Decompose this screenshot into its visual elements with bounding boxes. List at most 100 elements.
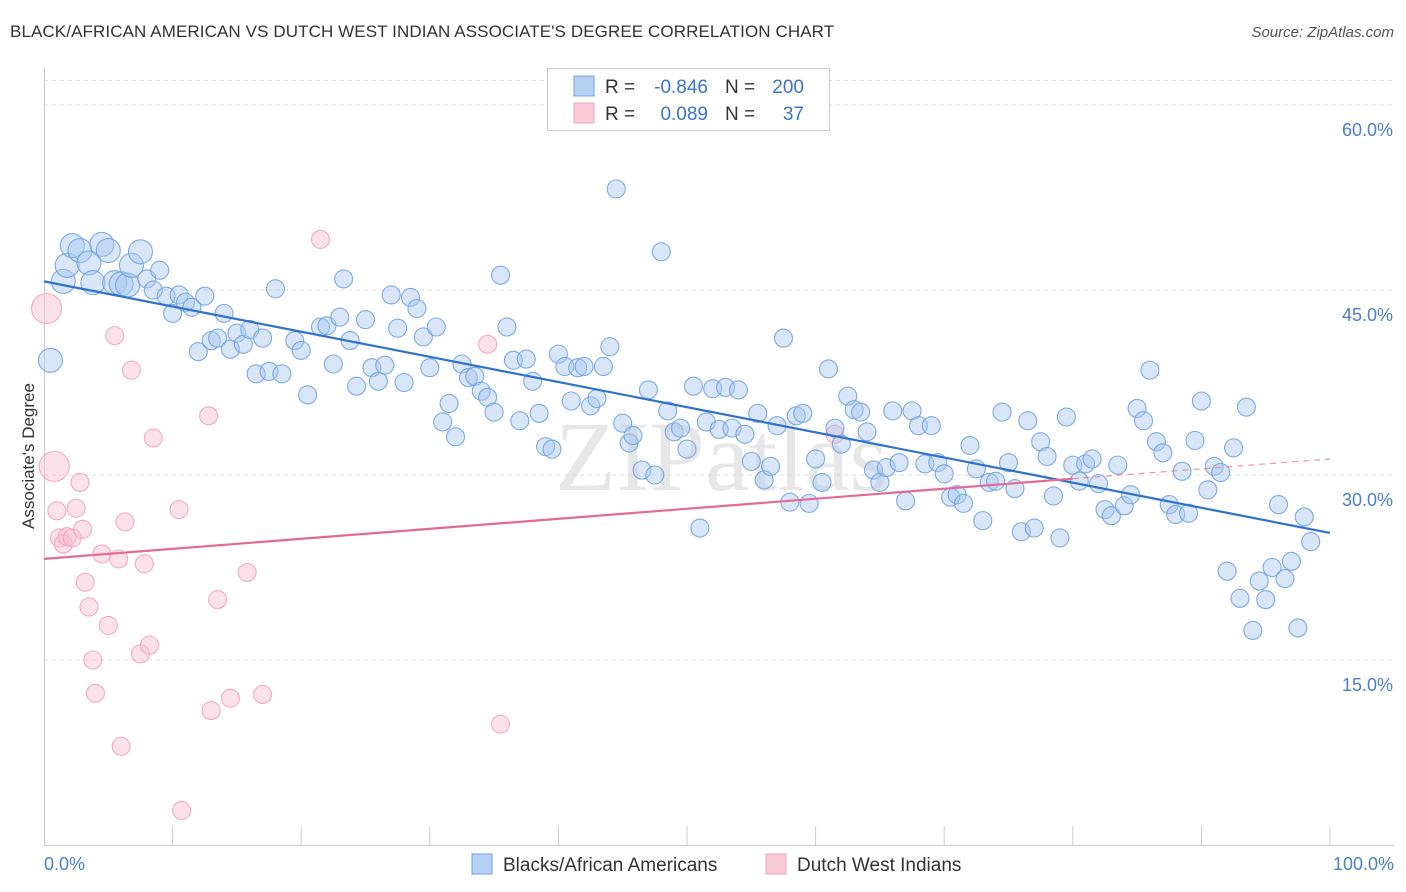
legend-r-value-blue: -0.846: [654, 77, 708, 98]
blue-point: [1224, 438, 1244, 458]
blue-point: [346, 376, 367, 396]
blue-point: [896, 491, 916, 511]
blue-point: [175, 292, 196, 312]
pink-point: [490, 714, 511, 734]
blue-point: [992, 402, 1012, 422]
blue-point: [1191, 391, 1211, 411]
blue-point: [439, 393, 459, 414]
blue-point: [394, 372, 414, 393]
blue-point: [150, 260, 170, 280]
blue-point: [195, 286, 215, 306]
pink-point: [115, 512, 135, 532]
blue-point: [561, 391, 581, 411]
blue-point: [95, 237, 121, 264]
blue-point: [1185, 430, 1205, 451]
series-legend: Blacks/African Americans Dutch West Indi…: [471, 853, 961, 876]
blue-point: [1288, 618, 1308, 638]
blue-point: [1133, 411, 1154, 431]
blue-point: [253, 328, 273, 348]
blue-point: [889, 453, 909, 473]
pink-point: [220, 688, 241, 708]
blue-point: [623, 425, 643, 446]
blue-point: [921, 416, 941, 436]
blue-point: [1230, 588, 1250, 608]
blue-point: [420, 358, 440, 378]
blue-point: [580, 396, 601, 416]
pink-point: [98, 615, 118, 636]
y-axis-title: Associate's Degree: [19, 383, 38, 529]
blue-point: [265, 279, 286, 299]
series-legend-label-blue: Blacks/African Americans: [503, 855, 717, 876]
legend-n-label-blue: N =: [725, 77, 755, 98]
blue-point: [291, 340, 311, 360]
pink-point: [31, 292, 63, 325]
blue-point: [330, 307, 350, 327]
pink-point: [75, 572, 95, 592]
pink-point: [105, 326, 125, 346]
pink-point: [38, 450, 70, 482]
pink-point: [79, 597, 99, 617]
blue-point: [127, 239, 153, 265]
blue-point: [484, 402, 504, 422]
legend-r-label-pink: R =: [605, 104, 635, 125]
blue-point: [548, 344, 568, 364]
blue-point: [600, 337, 620, 357]
pink-trend-extension: [1072, 458, 1331, 480]
y-tick-labels: 15.0% 30.0% 45.0% 60.0%: [1342, 120, 1393, 695]
blue-point: [683, 376, 703, 396]
blue-point: [677, 439, 697, 459]
trend-lines: [43, 280, 1331, 560]
series-legend-swatch-blue: [471, 853, 493, 875]
blue-point: [1262, 557, 1282, 578]
legend-swatch-pink: [573, 102, 595, 124]
blue-point: [1050, 528, 1070, 548]
blue-point: [741, 451, 761, 471]
blue-point: [1108, 455, 1128, 475]
blue-point: [748, 403, 768, 423]
blue-point: [998, 453, 1019, 473]
pink-point: [66, 498, 86, 518]
blue-point: [664, 422, 684, 442]
blue-point: [188, 342, 208, 362]
pink-point: [70, 472, 90, 492]
blue-point: [934, 464, 954, 484]
blue-point: [1198, 480, 1218, 500]
blue-point: [1127, 398, 1147, 418]
blue-point: [638, 380, 658, 400]
pink-point: [121, 360, 141, 380]
blue-point: [516, 349, 536, 369]
blue-point: [1018, 411, 1038, 431]
blue-point: [953, 493, 974, 513]
blue-point: [1043, 486, 1064, 506]
blacks-african-americans-points: [37, 179, 1321, 640]
blue-point: [1056, 407, 1076, 427]
blue-point: [606, 179, 626, 199]
series-legend-swatch-pink: [765, 853, 787, 875]
blue-point: [497, 317, 517, 337]
blue-point: [1011, 522, 1031, 542]
pink-point: [478, 334, 498, 354]
blue-point: [1217, 561, 1237, 581]
blue-point: [37, 347, 63, 373]
blue-point: [1249, 571, 1269, 591]
blue-point: [979, 472, 999, 492]
blue-point: [272, 364, 292, 384]
legend-n-value-pink: 37: [783, 104, 804, 125]
blue-point: [799, 493, 819, 513]
series-legend-label-pink: Dutch West Indians: [797, 855, 961, 876]
blue-point: [773, 328, 794, 348]
blue-point: [1301, 532, 1321, 552]
blue-point: [368, 371, 388, 391]
blue-point: [793, 403, 813, 423]
blue-point: [433, 412, 453, 432]
blue-point: [690, 518, 710, 538]
legend-n-label-pink: N =: [725, 104, 755, 125]
pink-point: [310, 229, 331, 249]
blue-point: [806, 449, 826, 469]
blue-point: [1069, 471, 1089, 491]
blue-point: [761, 456, 781, 476]
blue-point: [375, 355, 395, 375]
blue-point: [214, 303, 234, 323]
blue-point: [407, 298, 427, 319]
